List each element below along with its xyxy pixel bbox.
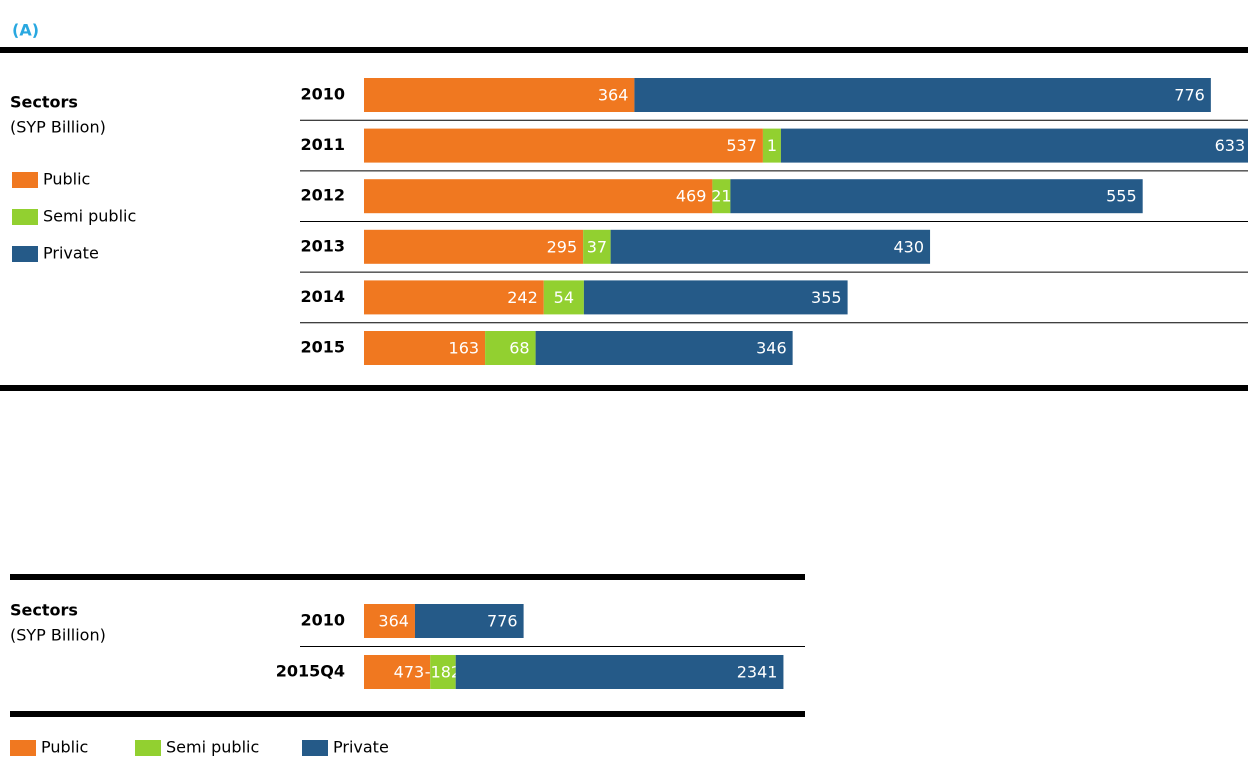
chart-title: Sectors bbox=[10, 93, 78, 112]
bar-segment bbox=[364, 331, 486, 365]
panel-label: (A) bbox=[12, 21, 39, 40]
value-label: 364 bbox=[598, 86, 629, 105]
bar-segment bbox=[762, 128, 781, 163]
value-label: 2341 bbox=[737, 663, 778, 682]
legend-label: Private bbox=[333, 738, 389, 757]
legend-swatch bbox=[12, 209, 38, 225]
value-label: 555 bbox=[1106, 187, 1137, 206]
bar-segment bbox=[364, 280, 544, 315]
bar-segment bbox=[364, 128, 763, 163]
y-tick-label: 2011 bbox=[300, 135, 345, 154]
y-tick-label: 2015Q4 bbox=[276, 662, 345, 681]
bar-segment bbox=[610, 229, 931, 264]
legend-swatch bbox=[135, 740, 161, 756]
chart-title: Sectors bbox=[10, 601, 78, 620]
value-label: 364 bbox=[378, 612, 409, 631]
chart-subtitle: (SYP Billion) bbox=[10, 626, 106, 645]
frame-line bbox=[0, 47, 1248, 53]
bar-segment bbox=[712, 179, 731, 214]
bar-segment bbox=[364, 179, 713, 214]
bar-segment bbox=[583, 229, 611, 264]
y-tick-label: 2015 bbox=[300, 338, 345, 357]
legend-label: Semi public bbox=[166, 738, 259, 757]
value-label: 355 bbox=[811, 288, 842, 307]
value-label: -182 bbox=[425, 663, 461, 682]
value-label: 776 bbox=[1174, 86, 1205, 105]
y-tick-label: 2010 bbox=[300, 85, 345, 104]
legend-label: Semi public bbox=[43, 207, 136, 226]
bar-segment bbox=[634, 78, 1211, 112]
y-tick-label: 2012 bbox=[300, 186, 345, 205]
legend-swatch bbox=[10, 740, 36, 756]
bar-segment bbox=[485, 331, 536, 365]
bar-segment bbox=[780, 128, 1248, 163]
value-label: 1 bbox=[767, 136, 777, 155]
bar-segment bbox=[364, 229, 584, 264]
value-label: 21 bbox=[711, 187, 731, 206]
legend-swatch bbox=[302, 740, 328, 756]
bar-segment bbox=[543, 280, 584, 315]
value-label: 295 bbox=[547, 237, 578, 256]
y-tick-label: 2014 bbox=[300, 287, 345, 306]
legend-swatch bbox=[12, 246, 38, 262]
bar-segment bbox=[364, 604, 415, 638]
value-label: 469 bbox=[676, 187, 707, 206]
value-label: 37 bbox=[587, 237, 607, 256]
value-label: 537 bbox=[726, 136, 757, 155]
value-label: 776 bbox=[487, 612, 518, 631]
frame-line bbox=[0, 385, 1248, 391]
bar-segment bbox=[364, 78, 635, 112]
bar-segment bbox=[730, 179, 1143, 214]
y-tick-label: 2013 bbox=[300, 236, 345, 255]
value-label: 54 bbox=[554, 288, 574, 307]
legend-label: Public bbox=[41, 738, 88, 757]
frame-line bbox=[10, 711, 805, 717]
legend-label: Public bbox=[43, 170, 90, 189]
bar-segment bbox=[364, 655, 431, 689]
legend-swatch bbox=[12, 172, 38, 188]
chart-subtitle: (SYP Billion) bbox=[10, 118, 106, 137]
value-label: 68 bbox=[509, 339, 529, 358]
legend-label: Private bbox=[43, 244, 99, 263]
y-tick-label: 2010 bbox=[300, 611, 345, 630]
bar-segment bbox=[535, 331, 793, 365]
value-label: 633 bbox=[1215, 136, 1246, 155]
value-label: 163 bbox=[449, 339, 480, 358]
bar-segment bbox=[455, 655, 784, 689]
value-label: 473 bbox=[394, 663, 425, 682]
bar-segment bbox=[583, 280, 848, 315]
bar-segment bbox=[430, 655, 456, 689]
value-label: 242 bbox=[507, 288, 538, 307]
value-label: 346 bbox=[756, 339, 787, 358]
bar-segment bbox=[414, 604, 524, 638]
frame-line bbox=[10, 574, 805, 580]
value-label: 430 bbox=[894, 237, 925, 256]
